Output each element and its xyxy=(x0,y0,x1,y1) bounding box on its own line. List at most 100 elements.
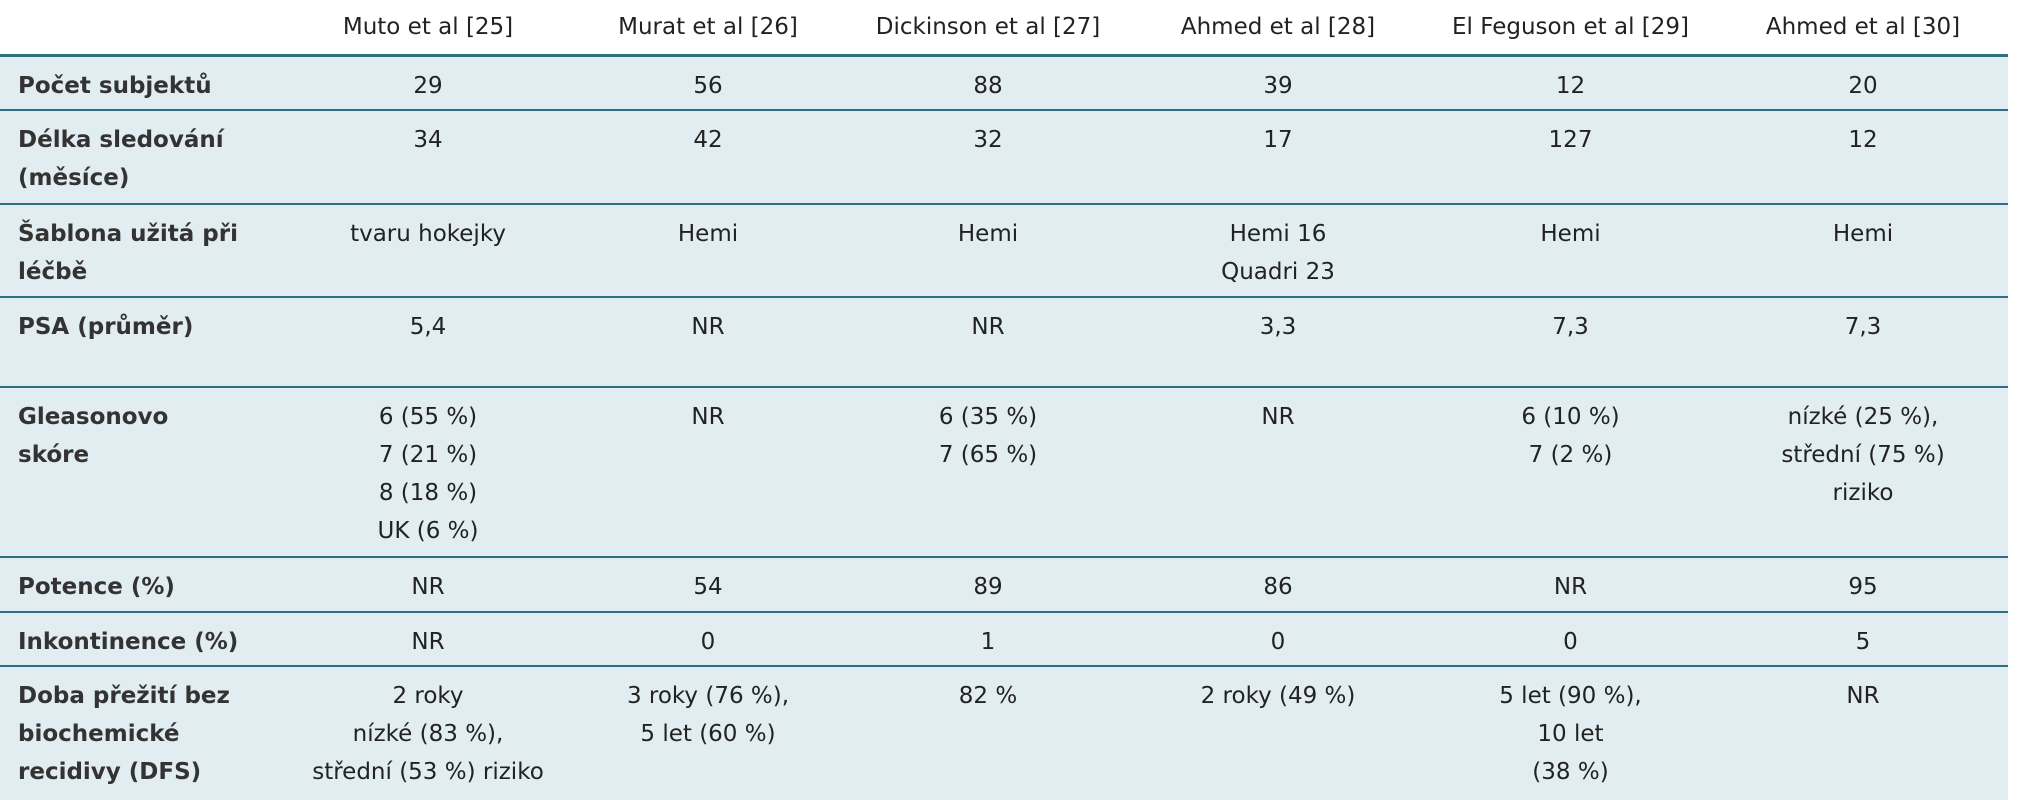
table-cell: 12 xyxy=(1423,55,1718,111)
table-row: Potence (%) NR 54 89 86 NR 95 xyxy=(0,556,2008,613)
text-line: 8 (18 %) xyxy=(378,479,478,506)
text-line: 7 (21 %) xyxy=(378,441,478,468)
table-cell: 6 (35 %) 7 (65 %) xyxy=(843,386,1133,558)
text-line: 7 (2 %) xyxy=(1528,441,1613,468)
table-row: Šablona užitá při léčbě tvaru hokejky Hemi H… xyxy=(0,203,2008,298)
corner-cell xyxy=(0,0,283,57)
text-line: Hemi xyxy=(1540,220,1601,247)
text-line: PSA (průměr) xyxy=(18,313,194,340)
text-line: NR xyxy=(411,628,445,655)
table-row: Počet subjektů 29 56 88 39 12 20 xyxy=(0,55,2008,111)
text-line: NR xyxy=(1846,682,1880,709)
text-line: biochemické xyxy=(18,720,180,747)
table-row: Inkontinence (%) NR 0 1 0 0 5 xyxy=(0,611,2008,667)
table-cell: 6 (55 %) 7 (21 %) 8 (18 %) UK (6 %) xyxy=(283,386,573,558)
text-line: 12 xyxy=(1555,73,1586,99)
text-line: Hemi xyxy=(677,220,739,247)
table-cell: 32 xyxy=(843,109,1133,205)
text-line: Hemi xyxy=(957,220,1019,247)
text-line: Hemi xyxy=(1832,220,1894,247)
text-line: střední (75 %) xyxy=(1781,441,1945,468)
text-line: Inkontinence (%) xyxy=(18,628,239,655)
text-line: Doba přežití bez xyxy=(18,682,230,709)
table-cell: NR xyxy=(283,611,573,667)
text-line: 54 xyxy=(693,573,723,600)
text-line: 17 xyxy=(1263,126,1293,153)
text-line: (měsíce) xyxy=(18,164,130,191)
table-cell: 54 xyxy=(573,556,843,613)
text-line: 0 xyxy=(700,628,716,655)
text-line: riziko xyxy=(1832,479,1894,506)
text-line: 5,4 xyxy=(409,313,447,340)
text-line: 5 let (60 %) xyxy=(640,720,776,747)
column-header: Ahmed et al [28] xyxy=(1133,0,1423,57)
text-line: 12 xyxy=(1848,126,1878,153)
table-cell: 12 xyxy=(1718,109,2008,205)
column-header: Ahmed et al [30] xyxy=(1718,0,2008,57)
row-label: Doba přežití bez biochemické recidivy (DFS… xyxy=(0,665,283,800)
text-line: Šablona užitá při xyxy=(18,220,238,247)
text-line: 3,3 xyxy=(1259,313,1297,340)
text-line: 10 let xyxy=(1537,720,1604,747)
text-line: 7,3 xyxy=(1844,313,1882,340)
table-cell: NR xyxy=(573,386,843,558)
table-row: Délka sledování (měsíce) 34 42 32 17 127 12 xyxy=(0,109,2008,205)
text-line: NR xyxy=(411,573,445,600)
table-cell: 95 xyxy=(1718,556,2008,613)
table-cell: 5 xyxy=(1718,611,2008,667)
table-row: Doba přežití bez biochemické recidivy (DFS… xyxy=(0,665,2008,800)
text-line: 20 xyxy=(1848,73,1878,99)
text-line: 95 xyxy=(1848,573,1878,600)
table-cell: 0 xyxy=(573,611,843,667)
table-cell: 3 roky (76 %), 5 let (60 %) xyxy=(573,665,843,800)
table-cell: 42 xyxy=(573,109,843,205)
text-line: 5 xyxy=(1855,628,1871,655)
header-row: Muto et al [25] Murat et al [26] Dickinson… xyxy=(0,0,2008,57)
text-line: 127 xyxy=(1548,126,1593,153)
text-line: 6 (35 %) xyxy=(938,403,1038,430)
table-cell: Hemi xyxy=(843,203,1133,298)
text-line: 3 roky (76 %), xyxy=(626,682,790,709)
text-line: Délka sledování xyxy=(18,126,224,153)
row-label: Potence (%) xyxy=(0,556,283,613)
table-cell: 2 roky (49 %) xyxy=(1133,665,1423,800)
text-line: 2 roky (49 %) xyxy=(1200,682,1356,709)
table-cell: 0 xyxy=(1133,611,1423,667)
table-cell: 29 xyxy=(283,55,573,111)
text-line: Potence (%) xyxy=(18,573,175,600)
text-line: recidivy (DFS) xyxy=(18,758,202,785)
table-cell: tvaru hokejky xyxy=(283,203,573,298)
text-line: 6 (10 %) xyxy=(1521,403,1620,430)
table-cell: 5 let (90 %), 10 let (38 %) xyxy=(1423,665,1718,800)
text-line: 39 xyxy=(1263,73,1293,99)
text-line: UK (6 %) xyxy=(377,517,479,544)
text-line: nízké (83 %), xyxy=(352,720,504,747)
table-cell: Hemi xyxy=(573,203,843,298)
table-cell: Hemi xyxy=(1423,203,1718,298)
text-line: 0 xyxy=(1563,628,1578,655)
text-line: NR xyxy=(691,313,725,340)
table-cell: 127 xyxy=(1423,109,1718,205)
table-cell: 2 roky nízké (83 %), střední (53 %) riziko xyxy=(283,665,573,800)
row-label: Šablona užitá při léčbě xyxy=(0,203,283,298)
table-row: Gleasonovo skóre 6 (55 %) 7 (21 %) 8 (18 %) U… xyxy=(0,386,2008,558)
table-cell: 0 xyxy=(1423,611,1718,667)
row-label: Inkontinence (%) xyxy=(0,611,283,667)
text-line: 32 xyxy=(973,126,1003,153)
text-line: 86 xyxy=(1263,573,1293,600)
text-line: 1 xyxy=(980,628,996,655)
table-cell: 20 xyxy=(1718,55,2008,111)
row-label: Délka sledování (měsíce) xyxy=(0,109,283,205)
table-cell: NR xyxy=(1423,556,1718,613)
text-line: NR xyxy=(1553,573,1588,600)
table-cell: 1 xyxy=(843,611,1133,667)
table-cell: 89 xyxy=(843,556,1133,613)
text-line: 89 xyxy=(973,573,1003,600)
column-header: Muto et al [25] xyxy=(283,0,573,57)
text-line: 2 roky xyxy=(392,682,464,709)
text-line: Počet subjektů xyxy=(18,73,212,99)
text-line: 5 let (90 %), xyxy=(1499,682,1642,709)
table-cell: 6 (10 %) 7 (2 %) xyxy=(1423,386,1718,558)
